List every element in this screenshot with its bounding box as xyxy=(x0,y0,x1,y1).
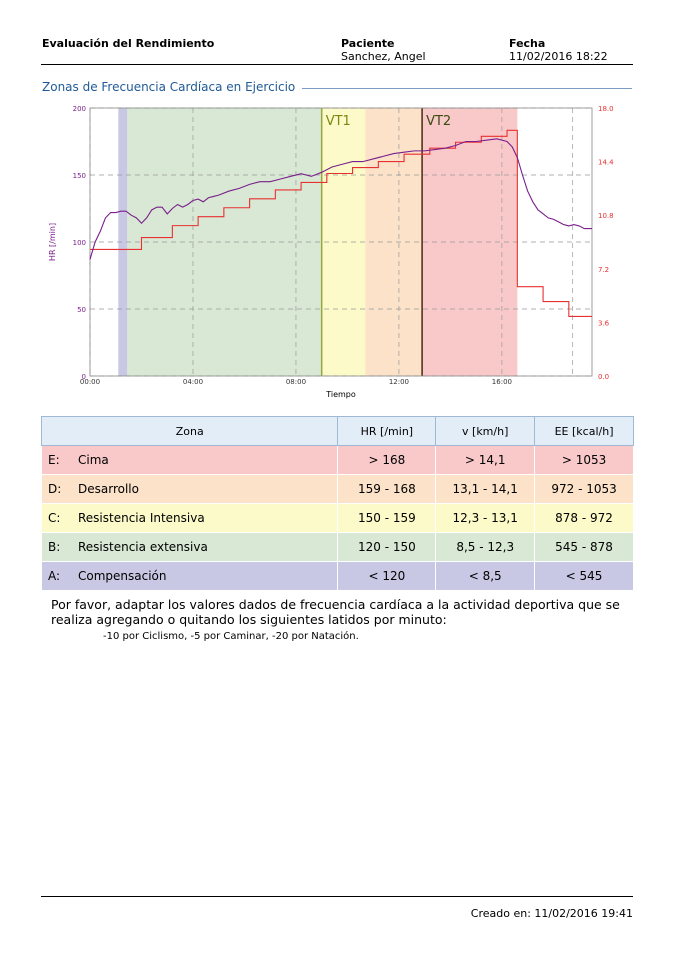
zone-band-a xyxy=(118,108,128,376)
y-axis-title: HR [/min] xyxy=(48,223,57,261)
zone-speed: 13,1 - 14,1 xyxy=(435,474,536,504)
zone-hr: 120 - 150 xyxy=(337,532,437,562)
table-row-zone-c: C: Resistencia Intensiva 150 - 159 12,3 -… xyxy=(40,503,634,533)
zone-speed: > 14,1 xyxy=(435,445,536,475)
zone-speed: < 8,5 xyxy=(435,561,536,591)
section-title: Zonas de Frecuencia Cardíaca en Ejercici… xyxy=(42,80,296,94)
report-title: Evaluación del Rendimiento xyxy=(42,37,215,50)
zone-hr: < 120 xyxy=(337,561,437,591)
y-tick-label: 50 xyxy=(77,306,86,314)
zone-hr: 159 - 168 xyxy=(337,474,437,504)
speed-series-line xyxy=(90,129,592,317)
zone-name: Resistencia extensiva xyxy=(78,540,208,554)
y2-tick-label: 3.6 xyxy=(598,319,610,327)
zone-name: Cima xyxy=(78,453,109,467)
threshold-label-vt2: VT2 xyxy=(426,114,451,129)
y2-tick-label: 10.8 xyxy=(598,212,614,220)
y2-tick-label: 7.2 xyxy=(598,266,609,274)
zone-key: A: xyxy=(48,569,61,583)
plot-frame xyxy=(89,107,593,377)
date-label: Fecha xyxy=(509,37,546,50)
created-timestamp: Creado en: 11/02/2016 19:41 xyxy=(470,907,633,920)
x-tick-label: 08:00 xyxy=(286,378,306,386)
threshold-label-vt1: VT1 xyxy=(326,114,351,129)
x-tick-label: 16:00 xyxy=(492,378,512,386)
adaptation-values: -10 por Ciclismo, -5 por Caminar, -20 po… xyxy=(103,631,359,642)
heart-rate-zone-chart: VT1 VT2 0 50 100 150 200 0.0 3.6 7.2 10.8 14.4 18.0 0… xyxy=(48,105,614,399)
zone-hr: 150 - 159 xyxy=(337,503,437,533)
zone-speed: 12,3 - 13,1 xyxy=(435,503,536,533)
y2-tick-label: 14.4 xyxy=(598,159,614,167)
x-tick-label: 04:00 xyxy=(183,378,203,386)
heart-rate-series-line xyxy=(89,138,592,260)
x-axis-title: Tiempo xyxy=(325,390,356,399)
x-tick-label: 12:00 xyxy=(389,378,409,386)
zone-band-d xyxy=(365,108,423,376)
x-tick-label: 00:00 xyxy=(80,378,100,386)
date-value: 11/02/2016 18:22 xyxy=(509,50,608,63)
zone-key: D: xyxy=(48,482,62,496)
zone-energy: < 545 xyxy=(534,561,634,591)
zone-key: B: xyxy=(48,540,61,554)
zone-speed: 8,5 - 12,3 xyxy=(435,532,536,562)
patient-name: Sanchez, Angel xyxy=(341,50,426,63)
table-row-zone-b: B: Resistencia extensiva 120 - 150 8,5 - … xyxy=(40,532,634,562)
zone-hr: > 168 xyxy=(337,445,437,475)
zone-energy: 972 - 1053 xyxy=(534,474,634,504)
zone-energy: 878 - 972 xyxy=(534,503,634,533)
patient-label: Paciente xyxy=(341,37,395,50)
zone-energy: > 1053 xyxy=(534,445,634,475)
table-row-zone-d: D: Desarrollo 159 - 168 13,1 - 14,1 972 -… xyxy=(40,474,634,504)
zone-key: C: xyxy=(48,511,61,525)
zone-name: Resistencia Intensiva xyxy=(78,511,205,525)
adaptation-note: Por favor, adaptar los valores dados de … xyxy=(51,597,620,627)
footer-divider xyxy=(41,896,633,897)
table-header-row: Zona HR [/min] v [km/h] EE [kcal/h] xyxy=(40,416,634,446)
col-header-zona: Zona xyxy=(40,416,339,446)
zone-energy: 545 - 878 xyxy=(534,532,634,562)
zones-table: Zona HR [/min] v [km/h] EE [kcal/h] E: Ci… xyxy=(40,416,634,591)
y-tick-label: 100 xyxy=(73,239,86,247)
header-divider xyxy=(41,64,633,65)
y2-tick-label: 18.0 xyxy=(598,105,614,113)
zone-name: Desarrollo xyxy=(78,482,139,496)
y2-tick-label: 0.0 xyxy=(598,373,609,381)
zone-key: E: xyxy=(48,453,60,467)
y-tick-label: 0 xyxy=(82,373,86,381)
table-row-zone-a: A: Compensación < 120 < 8,5 < 545 xyxy=(40,561,634,591)
y-tick-label: 150 xyxy=(73,172,86,180)
section-title-rule xyxy=(302,88,632,89)
col-header-hr: HR [/min] xyxy=(337,416,437,446)
table-row-zone-e: E: Cima > 168 > 14,1 > 1053 xyxy=(40,445,634,475)
col-header-v: v [km/h] xyxy=(435,416,536,446)
y-tick-label: 200 xyxy=(73,105,86,113)
col-header-ee: EE [kcal/h] xyxy=(534,416,634,446)
zone-name: Compensación xyxy=(78,569,167,583)
